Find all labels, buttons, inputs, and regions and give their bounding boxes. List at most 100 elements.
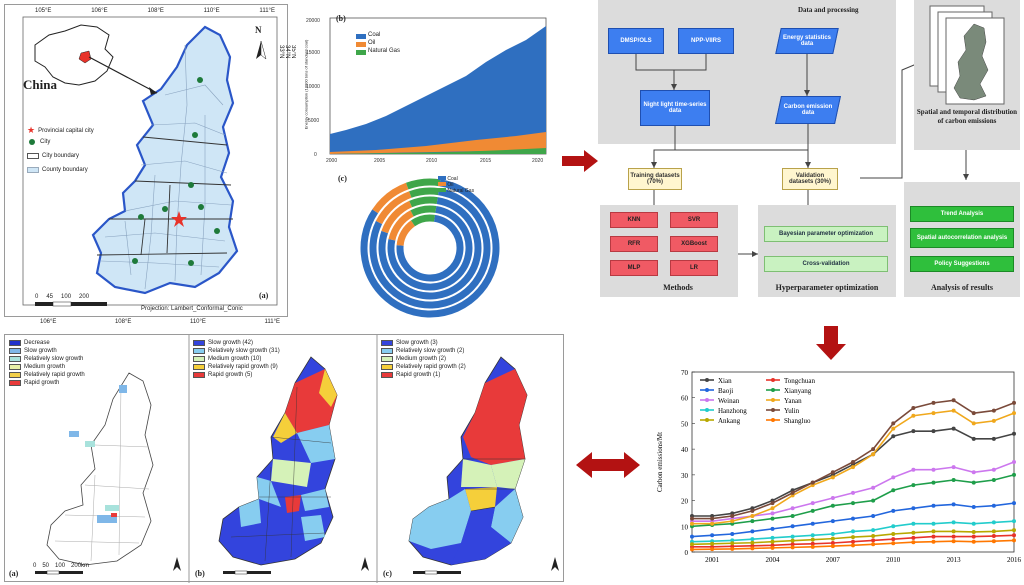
viirs-box: NPP-VIIRS	[678, 28, 734, 54]
legend-marker	[771, 418, 775, 422]
data-point	[851, 535, 855, 540]
legend-item-city: City	[27, 139, 50, 145]
data-point	[730, 519, 735, 524]
data-point	[931, 467, 936, 472]
panel-c-legend: Coal Oil Natural Gas	[438, 176, 474, 194]
map-a-legend: Decrease Slow growth Relatively slow gro…	[9, 339, 85, 387]
svg-text:15000: 15000	[306, 50, 320, 56]
data-point	[951, 478, 956, 482]
legend-marker	[705, 388, 709, 392]
x-tick-label: 2013	[947, 556, 962, 564]
data-point	[971, 521, 976, 526]
data-point	[891, 541, 896, 546]
data-point	[911, 413, 916, 418]
y-tick-label: 0	[685, 549, 689, 557]
data-point	[991, 467, 996, 472]
svg-text:5000: 5000	[308, 118, 319, 124]
legend-label: Xianyang	[784, 387, 812, 395]
legend-label: Tongchuan	[784, 377, 816, 385]
data-point	[1012, 411, 1016, 416]
flowchart: Data and processing DMSP/OLS NPP-VIIRS E…	[598, 0, 1024, 302]
data-point	[891, 524, 896, 529]
training-datasets-box: Training datasets (70%)	[628, 168, 682, 190]
map-a-scale-labels: 0 50 100 200km	[33, 563, 90, 569]
legend-coal: Coal	[368, 32, 381, 38]
data-point	[790, 514, 795, 518]
bottom-maps-panel: Decrease Slow growth Relatively slow gro…	[4, 334, 564, 583]
data-point	[971, 411, 976, 416]
data-point	[1012, 431, 1016, 436]
north-label: N	[255, 25, 262, 35]
donut-segment	[388, 210, 414, 241]
data-point	[830, 475, 835, 480]
map-b-tag: (b)	[195, 569, 205, 578]
arrow-right-icon	[562, 150, 598, 172]
data-point	[770, 539, 775, 544]
donut-segment	[375, 191, 412, 225]
y-tick-label: 60	[681, 395, 689, 403]
data-point	[971, 529, 976, 534]
x-tick-label: 2001	[705, 556, 720, 564]
data-point	[951, 502, 956, 507]
data-point	[830, 503, 835, 508]
data-point	[690, 547, 694, 552]
spatial-caption: Spatial and temporal distribution of car…	[916, 108, 1018, 125]
y-tick-label: 20	[681, 498, 689, 506]
data-point	[851, 460, 855, 464]
data-point	[911, 535, 916, 540]
data-point	[991, 436, 996, 441]
hyper-caption: Hyperparameter optimization	[775, 283, 879, 292]
method-lr: LR	[670, 260, 718, 276]
data-point	[891, 508, 896, 513]
data-point	[911, 467, 916, 472]
data-point	[911, 540, 916, 545]
donut-segment	[396, 214, 464, 282]
data-point	[810, 521, 815, 526]
data-point	[851, 501, 855, 506]
y-tick-label: 70	[681, 369, 689, 377]
capital-star-icon	[171, 211, 187, 227]
legend-marker	[705, 398, 709, 402]
x-tick-label: 2016	[1007, 556, 1022, 564]
spatial-autocorr-box: Spatial autocorrelation analysis	[910, 228, 1014, 248]
donut-segment	[409, 187, 440, 198]
data-point	[770, 535, 775, 540]
data-point	[851, 490, 855, 495]
data-point	[790, 506, 795, 511]
stacked-maps-icon	[929, 5, 1005, 105]
arrow-down-icon	[816, 326, 846, 360]
data-point	[891, 537, 896, 542]
data-point	[1012, 472, 1016, 477]
data-point	[971, 421, 976, 426]
method-knn: KNN	[610, 212, 658, 228]
data-point	[911, 530, 916, 535]
data-point	[790, 545, 795, 550]
map-b-legend: Slow growth (42) Relatively slow growth …	[193, 339, 280, 379]
methods-caption: Methods	[663, 283, 693, 292]
data-point	[871, 447, 876, 452]
data-point	[790, 490, 795, 495]
validation-datasets-box: Validation datasets (30%)	[782, 168, 838, 190]
data-point	[730, 514, 735, 518]
data-point	[810, 533, 815, 538]
data-point	[1012, 528, 1016, 533]
map-c-legend: Slow growth (3) Relatively slow growth (…	[381, 339, 466, 379]
svg-text:2020: 2020	[532, 158, 543, 164]
data-point	[871, 452, 876, 457]
donut-segment	[405, 178, 441, 190]
carbon-emissions-line-chart: 0 10 20 30 40 50 60 70 2001 2004 2007 2010 2013 2016 C…	[656, 369, 1022, 564]
trend-analysis-box: Trend Analysis	[910, 206, 1014, 222]
data-point	[991, 534, 996, 539]
data-point	[1012, 460, 1016, 464]
data-point	[931, 480, 936, 485]
data-point	[991, 529, 996, 534]
legend-gas: Natural Gas	[368, 48, 401, 54]
y-tick-label: 40	[681, 446, 689, 454]
data-point	[971, 436, 976, 441]
donut-segment	[381, 200, 413, 234]
data-point	[710, 516, 715, 521]
data-point	[750, 540, 755, 545]
donut-segment	[410, 214, 436, 227]
legend-label: Yanan	[784, 397, 802, 405]
svg-text:0: 0	[314, 152, 317, 158]
